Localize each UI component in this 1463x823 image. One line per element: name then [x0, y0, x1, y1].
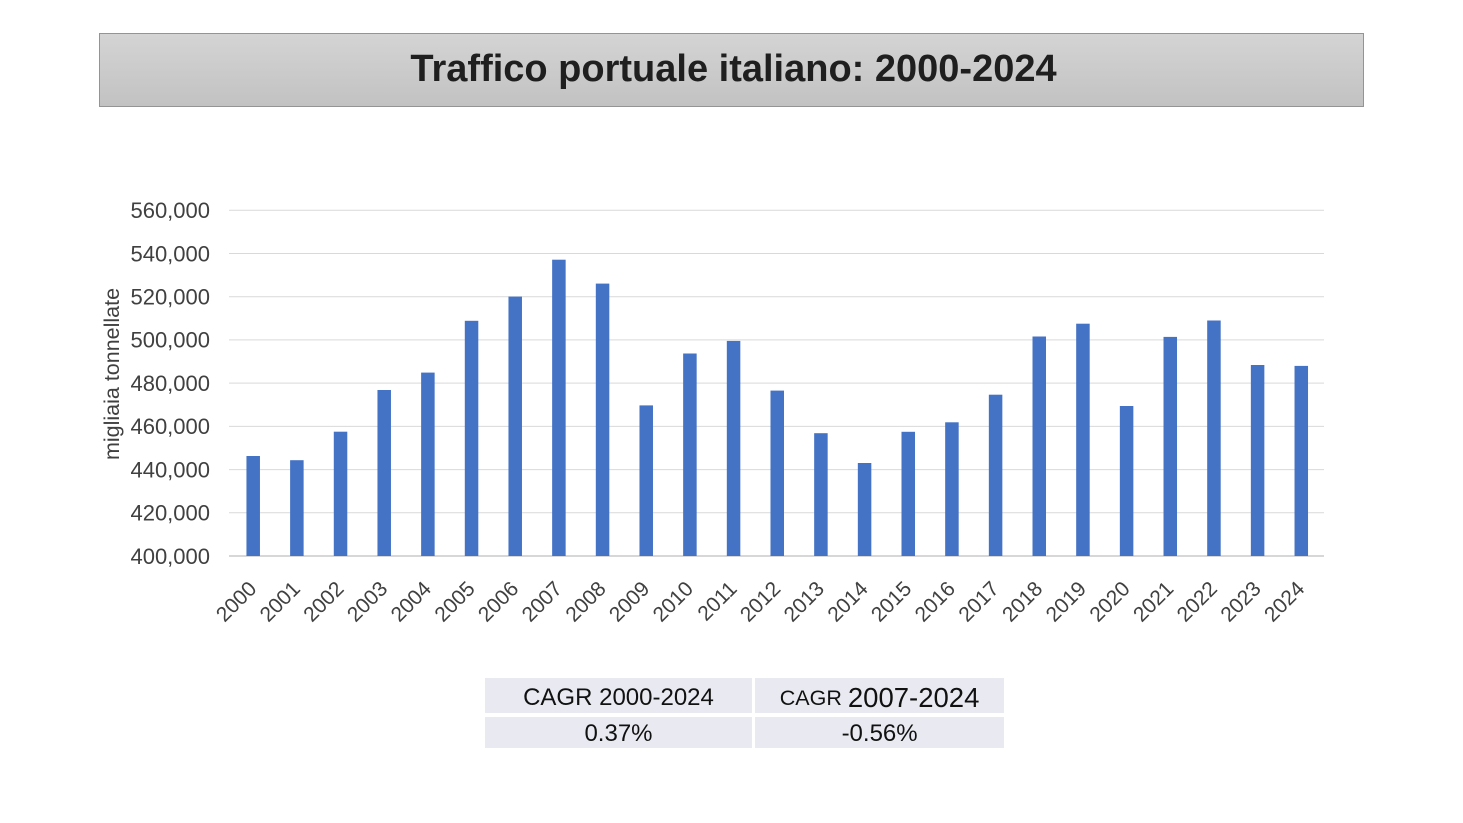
- svg-text:480,000: 480,000: [130, 371, 210, 396]
- svg-text:2021: 2021: [1129, 577, 1178, 626]
- svg-text:540,000: 540,000: [130, 241, 210, 266]
- svg-text:2004: 2004: [387, 577, 437, 627]
- svg-text:500,000: 500,000: [130, 328, 210, 353]
- svg-text:440,000: 440,000: [130, 457, 210, 482]
- svg-text:2011: 2011: [693, 577, 741, 625]
- svg-text:2022: 2022: [1173, 577, 1222, 626]
- svg-text:2014: 2014: [823, 577, 873, 627]
- svg-text:2009: 2009: [605, 577, 654, 626]
- svg-text:2008: 2008: [561, 577, 610, 626]
- svg-text:2007: 2007: [518, 577, 567, 626]
- svg-text:2016: 2016: [911, 577, 960, 626]
- svg-text:2005: 2005: [430, 577, 479, 626]
- svg-text:2010: 2010: [649, 577, 698, 626]
- svg-text:2001: 2001: [256, 577, 305, 626]
- svg-text:560,000: 560,000: [130, 198, 210, 223]
- svg-text:migliaia tonnellate: migliaia tonnellate: [100, 288, 124, 460]
- svg-text:2012: 2012: [736, 577, 785, 626]
- svg-text:2002: 2002: [299, 577, 348, 626]
- svg-text:2019: 2019: [1042, 577, 1091, 626]
- svg-text:520,000: 520,000: [130, 285, 210, 310]
- svg-text:2024: 2024: [1260, 577, 1310, 627]
- svg-text:420,000: 420,000: [130, 501, 210, 526]
- svg-text:2013: 2013: [780, 577, 829, 626]
- svg-text:2018: 2018: [998, 577, 1047, 626]
- svg-text:460,000: 460,000: [130, 414, 210, 439]
- svg-text:2015: 2015: [867, 577, 916, 626]
- svg-text:2017: 2017: [954, 577, 1003, 626]
- svg-text:2023: 2023: [1216, 577, 1265, 626]
- svg-text:2003: 2003: [343, 577, 392, 626]
- svg-text:2020: 2020: [1085, 577, 1134, 626]
- svg-text:2000: 2000: [212, 577, 261, 626]
- svg-text:400,000: 400,000: [130, 544, 210, 569]
- svg-text:2006: 2006: [474, 577, 523, 626]
